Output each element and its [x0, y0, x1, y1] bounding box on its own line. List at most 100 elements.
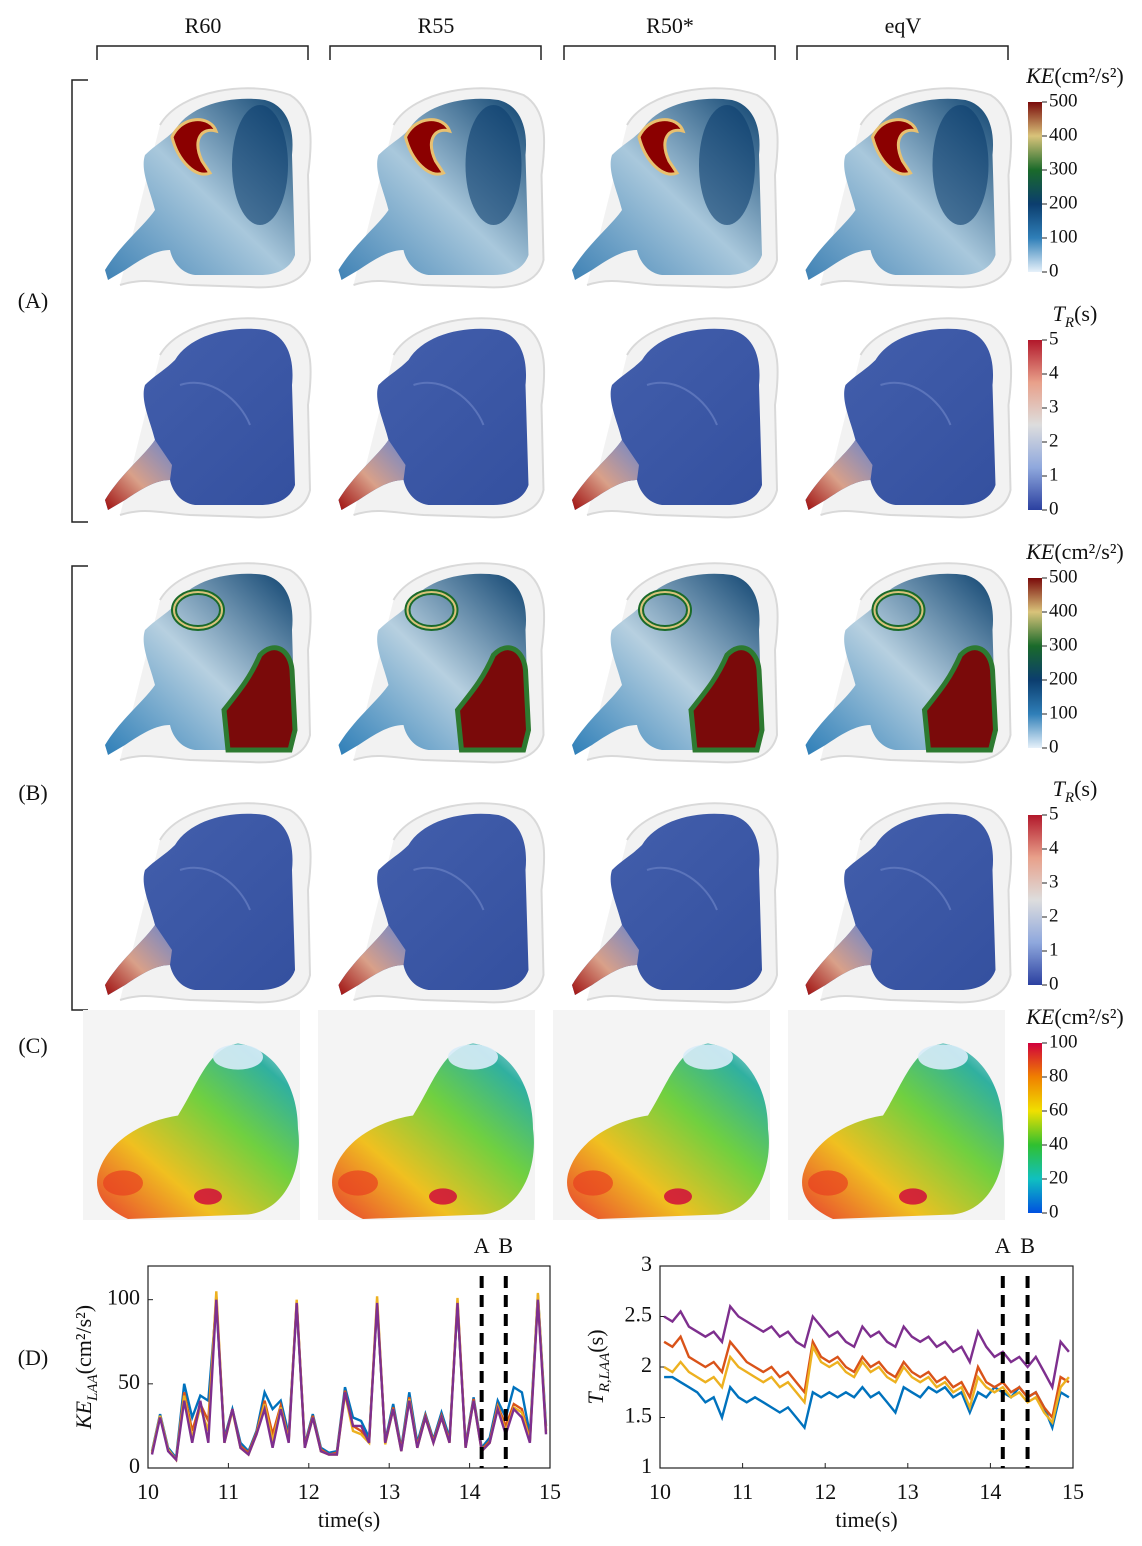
- label-unit: (cm²/s²): [1054, 539, 1123, 564]
- cool-spot: [683, 1044, 733, 1070]
- appendage: [105, 925, 172, 995]
- row-bracket: [71, 79, 88, 523]
- atrium-body: [332, 1043, 534, 1219]
- fold: [179, 866, 251, 911]
- event-label: B: [1020, 1233, 1035, 1258]
- atrium-image: [572, 802, 779, 1004]
- event-label: A: [474, 1233, 490, 1258]
- colorbar: [1028, 102, 1042, 272]
- atrium-image: [105, 562, 312, 764]
- fold: [413, 866, 485, 911]
- series-line: [663, 1343, 1070, 1426]
- label-symbol: KE: [71, 1400, 96, 1430]
- atrium-image: [572, 317, 779, 519]
- atrium-image: [105, 317, 312, 519]
- colorbar-tick-label: 4: [1049, 837, 1059, 858]
- label-unit: (cm²/s²): [1054, 1004, 1123, 1029]
- y-axis-label: KELAA(cm²/s²): [71, 1305, 101, 1430]
- label-subscript: R: [1064, 790, 1074, 806]
- colorbar-label: TR(s): [1053, 301, 1098, 331]
- series-line: [663, 1334, 1070, 1421]
- row-label: (C): [18, 1033, 47, 1058]
- colorbar-tick-label: 100: [1049, 702, 1078, 723]
- fold: [646, 866, 718, 911]
- atrium-image: [338, 87, 546, 289]
- colorbar-tick-label: 2: [1049, 430, 1059, 451]
- colorbar: [1028, 1043, 1042, 1213]
- atrium-image: [338, 562, 546, 764]
- jet: [637, 118, 686, 176]
- atrium-image: [802, 1043, 1004, 1219]
- colorbar: [1028, 815, 1042, 985]
- column-bracket: [796, 45, 1009, 60]
- atrium-image: [805, 562, 1013, 764]
- colorbar-tick-label: 4: [1049, 362, 1059, 383]
- x-tick-label: 13: [897, 1479, 919, 1504]
- column-bracket: [563, 45, 776, 60]
- flow-region: [454, 645, 532, 753]
- atrium-body: [567, 1043, 769, 1219]
- flow-region: [232, 105, 288, 225]
- atrium-image: [572, 562, 779, 764]
- fold: [413, 381, 485, 426]
- hot-spot: [429, 1188, 457, 1205]
- row-bracket: [71, 565, 88, 1011]
- ring: [640, 591, 690, 629]
- fold: [880, 866, 952, 911]
- atrium-image: [567, 1043, 769, 1219]
- fold: [880, 381, 952, 426]
- y-tick-label: 0: [129, 1453, 140, 1478]
- colorbar-tick-label: 1: [1049, 939, 1059, 960]
- atrium-image: [805, 802, 1013, 1004]
- column-label: R60: [185, 13, 222, 38]
- fold: [179, 381, 251, 426]
- x-tick-label: 10: [649, 1479, 671, 1504]
- label-symbol: T: [1053, 301, 1067, 326]
- series-line: [150, 1299, 548, 1463]
- colorbar-tick-label: 500: [1049, 90, 1078, 111]
- appendage: [572, 925, 639, 995]
- y-tick-label: 2: [641, 1352, 652, 1377]
- atrium-image: [105, 802, 312, 1004]
- x-tick-label: 12: [298, 1479, 320, 1504]
- flow-region: [465, 105, 522, 225]
- atrium-image: [338, 802, 546, 1004]
- colorbar-tick-label: 200: [1049, 192, 1078, 213]
- x-axis-label: time(s): [318, 1507, 380, 1532]
- label-symbol: KE: [1025, 63, 1055, 88]
- label-subscript: LAA: [85, 1373, 101, 1402]
- colorbar-tick-label: 3: [1049, 871, 1059, 892]
- colorbar-tick-label: 20: [1049, 1167, 1068, 1188]
- ring: [173, 591, 223, 629]
- atrium-image: [105, 87, 312, 289]
- colorbar-tick-label: 5: [1049, 328, 1059, 349]
- y-tick-label: 2.5: [625, 1302, 653, 1327]
- flow-region: [688, 645, 765, 753]
- y-tick-label: 50: [118, 1369, 140, 1394]
- colorbar-tick-label: 0: [1049, 498, 1059, 519]
- appendage: [572, 440, 639, 510]
- y-tick-label: 3: [641, 1251, 652, 1276]
- atrium-body: [802, 1043, 1004, 1219]
- x-tick-label: 13: [378, 1479, 400, 1504]
- label-unit: (s): [1074, 301, 1097, 326]
- colorbar-tick-label: 100: [1049, 1031, 1078, 1052]
- jet: [170, 118, 219, 176]
- flow-region: [699, 105, 755, 225]
- colorbar-tick-label: 3: [1049, 396, 1059, 417]
- colorbar-label: KE(cm²/s²): [1025, 1004, 1124, 1029]
- flow-region: [932, 105, 989, 225]
- x-tick-label: 14: [459, 1479, 481, 1504]
- label-unit: (s): [583, 1329, 608, 1352]
- hot-spot: [899, 1188, 927, 1205]
- hot-spot: [664, 1188, 692, 1205]
- colorbar: [1028, 578, 1042, 748]
- y-axis-label: TR,LAA(s): [583, 1329, 613, 1404]
- appendage: [338, 925, 406, 995]
- colorbar-label: TR(s): [1053, 776, 1098, 806]
- flow-region: [921, 645, 999, 753]
- hot-spot: [194, 1188, 222, 1205]
- cool-spot: [213, 1044, 263, 1070]
- row-label: (A): [18, 288, 49, 313]
